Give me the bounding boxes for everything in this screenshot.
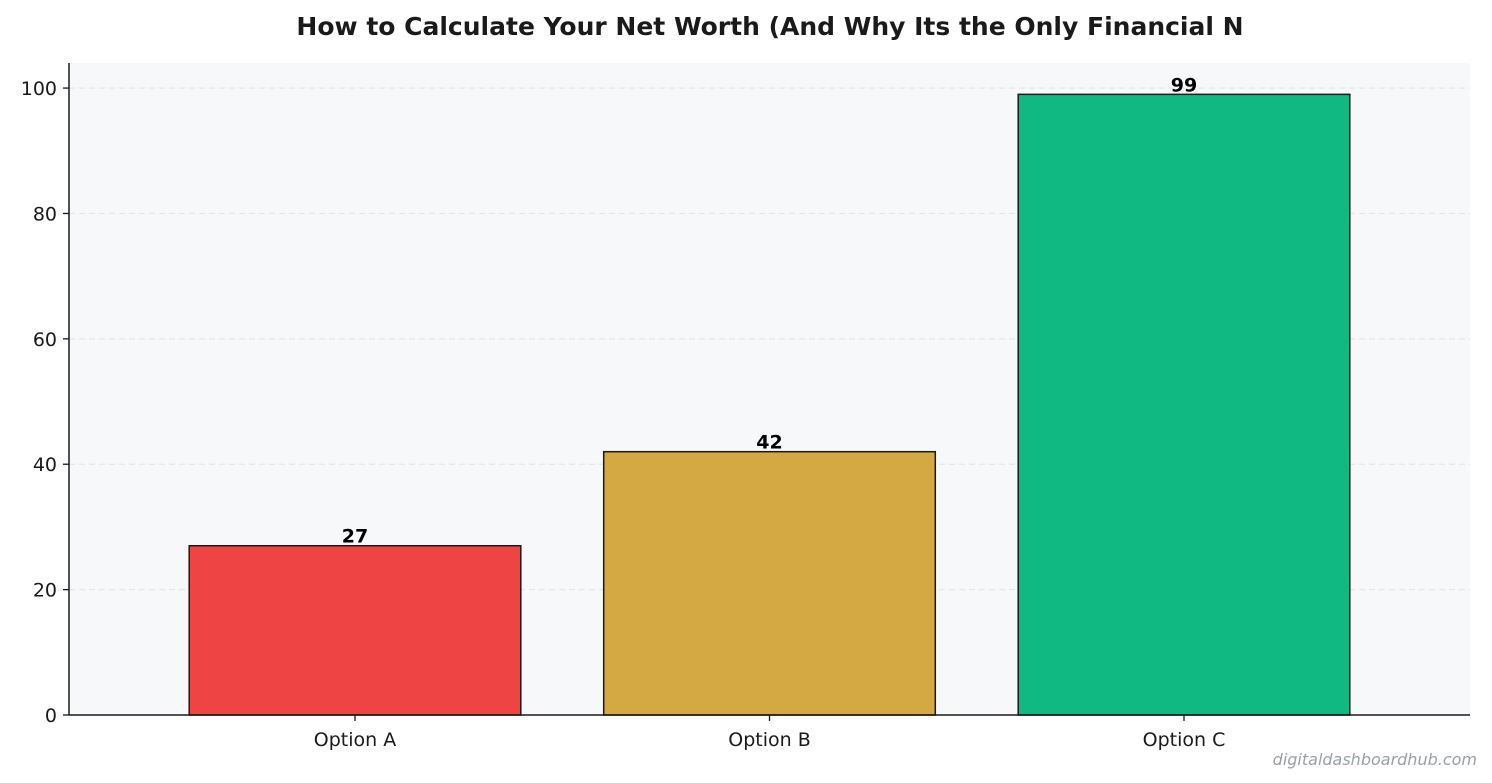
y-tick-label-80: 80 (33, 203, 57, 225)
data-label-option-c: 99 (1171, 74, 1197, 96)
bar-option-b (602, 450, 937, 716)
bar-option-a (188, 544, 522, 716)
x-tick-label-option-c: Option C (1143, 729, 1226, 751)
y-tick-label-20: 20 (33, 580, 57, 602)
data-label-option-a: 27 (342, 526, 368, 548)
chart-title: How to Calculate Your Net Worth (And Why… (296, 12, 1243, 41)
watermark-text: digitaldashboardhub.com (1273, 750, 1477, 769)
y-tick-label-0: 0 (45, 705, 57, 727)
x-tick-label-option-b: Option B (728, 729, 811, 751)
data-labels: 27 42 99 (342, 74, 1197, 547)
x-tick-label-option-a: Option A (314, 729, 396, 751)
bar-option-c (1017, 93, 1351, 716)
y-tick-label-40: 40 (33, 454, 57, 476)
y-tick-label-60: 60 (33, 329, 57, 351)
data-label-option-b: 42 (756, 432, 782, 454)
axes: 0 20 40 60 80 100 Option A Option B Option C (21, 63, 1470, 751)
y-tick-label-100: 100 (21, 78, 57, 100)
bars (188, 93, 1351, 716)
